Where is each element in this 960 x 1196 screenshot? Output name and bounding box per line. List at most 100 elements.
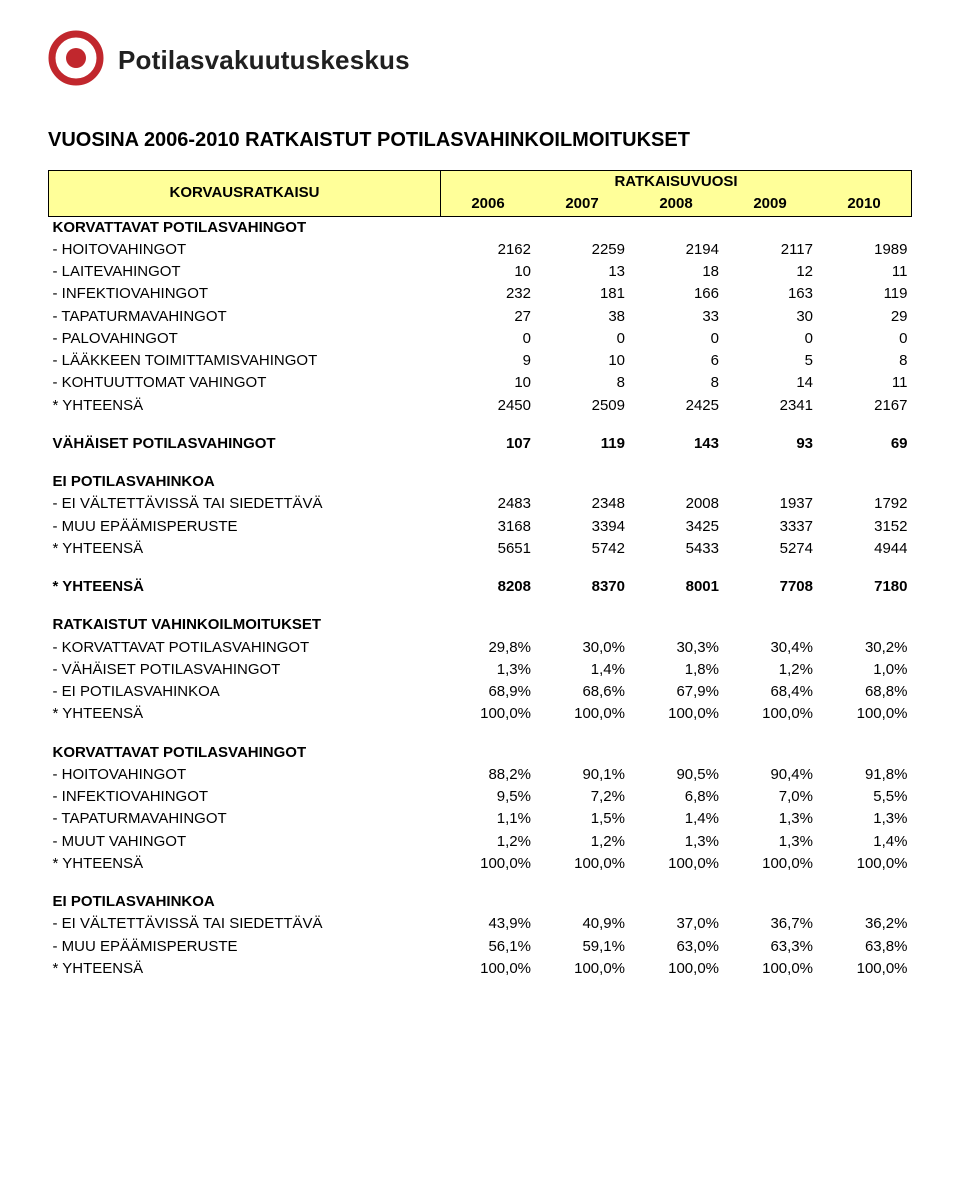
row-label: - LAITEVAHINGOT [49,261,441,283]
row-value: 100,0% [629,958,723,980]
row-label: - KOHTUUTTOMAT VAHINGOT [49,372,441,394]
row-value: 1,2% [535,831,629,853]
row-value: 68,8% [817,681,912,703]
table-row: * YHTEENSÄ24502509242523412167 [49,395,912,417]
row-label: - HOITOVAHINGOT [49,764,441,786]
table-row: - VÄHÄISET POTILASVAHINGOT1,3%1,4%1,8%1,… [49,659,912,681]
table-row: - TAPATURMAVAHINGOT1,1%1,5%1,4%1,3%1,3% [49,808,912,830]
row-value: 1,2% [441,831,536,853]
row-value: 30,3% [629,637,723,659]
table-row: - TAPATURMAVAHINGOT2738333029 [49,306,912,328]
row-value: 1,3% [817,808,912,830]
row-value: 8 [535,372,629,394]
page-title: VUOSINA 2006-2010 RATKAISTUT POTILASVAHI… [48,129,912,152]
table-row: - LÄÄKKEEN TOIMITTAMISVAHINGOT910658 [49,350,912,372]
row-label: * YHTEENSÄ [49,853,441,875]
row-value: 100,0% [441,703,536,725]
row-value: 40,9% [535,913,629,935]
section-title: * YHTEENSÄ [49,576,441,598]
row-label: * YHTEENSÄ [49,703,441,725]
table-row: - KOHTUUTTOMAT VAHINGOT10881411 [49,372,912,394]
row-value: 100,0% [817,958,912,980]
row-label: * YHTEENSÄ [49,958,441,980]
row-value: 2425 [629,395,723,417]
row-value: 1,2% [723,659,817,681]
row-value: 2483 [441,493,536,515]
row-value: 2259 [535,239,629,261]
table-row: - EI POTILASVAHINKOA68,9%68,6%67,9%68,4%… [49,681,912,703]
row-value: 10 [535,350,629,372]
row-label: - PALOVAHINGOT [49,328,441,350]
row-value: 90,4% [723,764,817,786]
row-value: 2348 [535,493,629,515]
row-value: 3168 [441,516,536,538]
section-title-value: 8001 [629,576,723,598]
row-value: 4944 [817,538,912,560]
row-value: 100,0% [723,853,817,875]
row-label: - MUU EPÄÄMISPERUSTE [49,936,441,958]
row-value: 7,2% [535,786,629,808]
row-label: - KORVATTAVAT POTILASVAHINGOT [49,637,441,659]
header-year: 2007 [535,193,629,216]
row-label: * YHTEENSÄ [49,538,441,560]
row-value: 11 [817,372,912,394]
row-label: - MUU EPÄÄMISPERUSTE [49,516,441,538]
row-value: 90,5% [629,764,723,786]
row-value: 2194 [629,239,723,261]
row-value: 0 [535,328,629,350]
row-value: 10 [441,372,536,394]
row-value: 6,8% [629,786,723,808]
row-value: 0 [629,328,723,350]
row-label: - TAPATURMAVAHINGOT [49,306,441,328]
row-value: 2008 [629,493,723,515]
table-row: - INFEKTIOVAHINGOT232181166163119 [49,283,912,305]
row-label: - EI VÄLTETTÄVISSÄ TAI SIEDETTÄVÄ [49,913,441,935]
section-title-value: 7180 [817,576,912,598]
row-value: 2450 [441,395,536,417]
row-label: - EI POTILASVAHINKOA [49,681,441,703]
row-value: 36,7% [723,913,817,935]
table-row: * YHTEENSÄ100,0%100,0%100,0%100,0%100,0% [49,703,912,725]
header-year: 2008 [629,193,723,216]
section-title: KORVATTAVAT POTILASVAHINGOT [49,742,441,764]
row-value: 9 [441,350,536,372]
row-value: 2341 [723,395,817,417]
row-value: 100,0% [817,853,912,875]
section-title-value: 107 [441,433,536,455]
row-value: 11 [817,261,912,283]
row-value: 1,3% [723,808,817,830]
section-title-value: 8370 [535,576,629,598]
table-row: - HOITOVAHINGOT21622259219421171989 [49,239,912,261]
row-label: - TAPATURMAVAHINGOT [49,808,441,830]
row-value: 100,0% [723,958,817,980]
row-value: 8 [629,372,723,394]
row-value: 232 [441,283,536,305]
section-title-value: 119 [535,433,629,455]
table-row: - MUU EPÄÄMISPERUSTE56,1%59,1%63,0%63,3%… [49,936,912,958]
section-title-value: 143 [629,433,723,455]
row-value: 1,5% [535,808,629,830]
section-title: KORVATTAVAT POTILASVAHINGOT [49,216,441,239]
row-value: 7,0% [723,786,817,808]
row-value: 100,0% [535,703,629,725]
row-value: 1,1% [441,808,536,830]
row-value: 181 [535,283,629,305]
logo-icon [48,30,104,91]
row-value: 67,9% [629,681,723,703]
table-row: - MUU EPÄÄMISPERUSTE31683394342533373152 [49,516,912,538]
row-value: 10 [441,261,536,283]
row-value: 68,4% [723,681,817,703]
table-row: - LAITEVAHINGOT1013181211 [49,261,912,283]
row-value: 30,4% [723,637,817,659]
row-value: 1989 [817,239,912,261]
row-value: 1,0% [817,659,912,681]
section-title: VÄHÄISET POTILASVAHINGOT [49,433,441,455]
row-value: 91,8% [817,764,912,786]
row-value: 3337 [723,516,817,538]
row-value: 119 [817,283,912,305]
row-label: - VÄHÄISET POTILASVAHINGOT [49,659,441,681]
header-right: RATKAISUVUOSI [441,171,912,194]
row-value: 100,0% [629,703,723,725]
row-value: 37,0% [629,913,723,935]
row-value: 12 [723,261,817,283]
